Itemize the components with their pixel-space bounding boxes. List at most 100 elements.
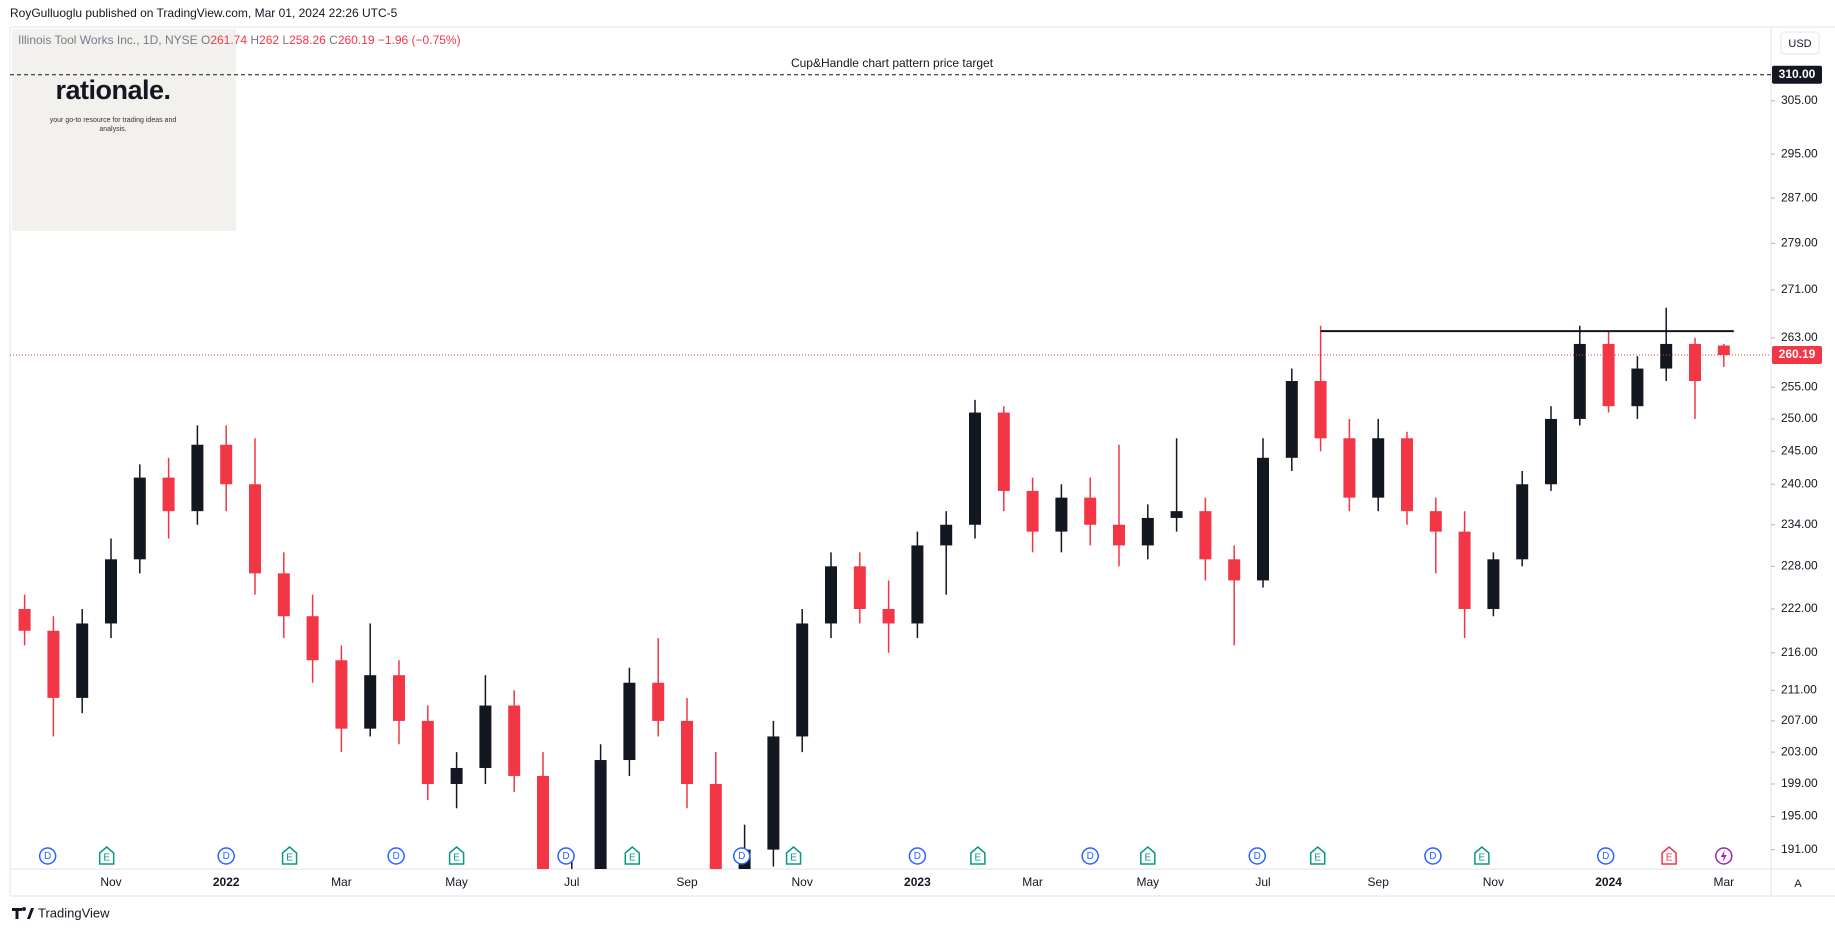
candle-body	[1631, 368, 1644, 407]
target-price: 310.00	[1779, 67, 1816, 81]
candle-body	[796, 623, 809, 737]
dividend-marker	[1596, 847, 1615, 865]
candle-body	[1717, 345, 1730, 356]
candle-body	[1141, 517, 1154, 546]
earnings-marker	[281, 846, 298, 865]
event-label: D	[738, 851, 745, 862]
ohlc-value: 260.19	[338, 33, 375, 47]
event-label: E	[103, 853, 110, 864]
x-tick-label: May	[1136, 875, 1159, 889]
candle-body	[508, 705, 521, 776]
footer: TradingView	[38, 905, 110, 920]
candle-body	[825, 566, 837, 624]
ohlc-letter: L	[282, 33, 289, 47]
candle-body	[652, 682, 665, 721]
logo-tagline: your go-to resource for trading ideas an…	[49, 117, 177, 133]
upcoming-icon	[1720, 850, 1727, 862]
currency[interactable]: USD	[1788, 38, 1811, 50]
candle-body	[105, 559, 117, 624]
y-tick-label: 250.00	[1781, 411, 1818, 425]
y-tick-label: 305.00	[1781, 93, 1818, 107]
candle-body	[18, 608, 31, 631]
ohlc-value: 261.74	[210, 33, 247, 47]
footer-icon	[12, 907, 34, 919]
currency-button[interactable]	[1780, 31, 1820, 55]
candle-body	[1458, 531, 1471, 609]
scale-button[interactable]: A	[1794, 878, 1802, 890]
symbol: Illinois Tool Works Inc., 1D, NYSE	[18, 33, 198, 47]
candle-body	[1573, 343, 1586, 419]
x-tick-label: Jul	[564, 875, 579, 889]
dividend-marker	[1248, 847, 1266, 865]
ohlc-letter: C	[329, 33, 338, 47]
y-tick-label: 228.00	[1781, 558, 1818, 572]
candle-body	[421, 720, 434, 784]
last-price-box	[1772, 346, 1822, 365]
dividend-marker	[387, 847, 405, 865]
scale-button-box[interactable]	[1787, 874, 1809, 894]
y-tick-label: 199.00	[1781, 776, 1818, 790]
candle-body	[1602, 343, 1615, 407]
earnings-marker	[970, 846, 986, 865]
event-label: E	[975, 853, 982, 864]
event-label: D	[1602, 851, 1609, 862]
candle-body	[220, 444, 233, 485]
candle-body	[1314, 380, 1327, 439]
event-label: D	[914, 851, 921, 862]
y-tick-label: 222.00	[1781, 601, 1818, 615]
ohlc-value: 262	[259, 33, 279, 47]
dividend-marker	[38, 847, 57, 865]
candle-body	[537, 775, 549, 869]
candle-body	[1026, 490, 1039, 532]
x-tick-label: May	[445, 875, 468, 889]
x-tick-label: Mar	[1022, 875, 1043, 889]
x-tick-label: 2024	[1595, 875, 1622, 889]
target-price-box	[1772, 65, 1822, 84]
candle-body	[767, 736, 780, 850]
logo-tagline-box: your go-to resource for trading ideas an…	[49, 117, 177, 133]
y-tick-label: 263.00	[1781, 330, 1818, 344]
event-label: E	[790, 853, 797, 864]
event-label: E	[629, 853, 636, 864]
event-label: E	[1666, 853, 1673, 864]
footer-logo	[12, 907, 34, 919]
event-label: D	[562, 851, 569, 862]
candle-body	[1199, 511, 1212, 560]
event-label: D	[1254, 851, 1261, 862]
candle-body	[1113, 524, 1125, 546]
earnings-marker	[1474, 846, 1490, 865]
candle-body	[1545, 418, 1557, 485]
dividend-marker	[217, 847, 235, 865]
candle-body	[1401, 438, 1413, 512]
change: −1.96 (−0.75%)	[378, 33, 461, 47]
ohlc-value: 258.26	[289, 33, 326, 47]
candle-body	[1487, 559, 1500, 609]
earnings-marker	[1309, 846, 1326, 865]
target-label: Cup&Handle chart pattern price target	[791, 56, 994, 70]
x-tick-label: Nov	[1483, 875, 1504, 889]
y-tick-label: 234.00	[1781, 517, 1818, 531]
candle-body	[1170, 511, 1183, 518]
earnings-marker	[448, 846, 465, 865]
symbol-header: Illinois Tool Works Inc., 1D, NYSE O261.…	[18, 33, 464, 47]
candle-body	[47, 630, 60, 698]
y-tick-label: 255.00	[1781, 379, 1818, 393]
x-tick-label: Jul	[1255, 875, 1270, 889]
candle-body	[1055, 497, 1068, 532]
candle-body	[709, 783, 722, 869]
candle-body	[76, 623, 89, 698]
x-tick-label: 2023	[904, 875, 931, 889]
candle-body	[1343, 438, 1356, 498]
candle-body	[969, 412, 981, 525]
candle-body	[882, 608, 895, 624]
x-tick-label: 2022	[213, 875, 240, 889]
candle-body	[853, 566, 866, 609]
dividend-marker	[1424, 847, 1442, 865]
candle-body	[364, 675, 377, 729]
y-tick-label: 240.00	[1781, 476, 1818, 490]
event-label: E	[1479, 853, 1486, 864]
event-label: D	[1087, 851, 1094, 862]
event-label: D	[223, 851, 230, 862]
